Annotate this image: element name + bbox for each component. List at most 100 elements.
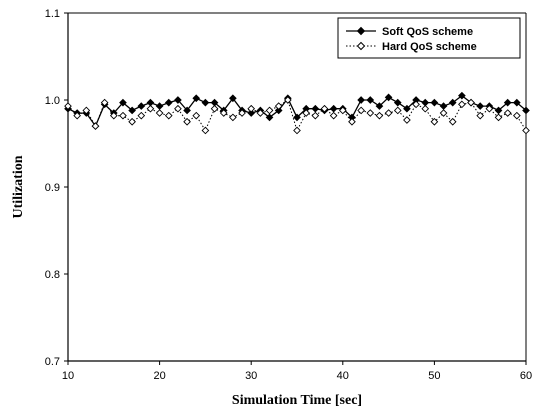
y-axis-ticks: 0.7 0.8 0.9 1.0 1.1: [45, 8, 68, 368]
data-point: [458, 100, 466, 109]
legend-label-soft: Soft QoS scheme: [382, 26, 473, 38]
legend-box: [337, 17, 521, 59]
data-point: [522, 126, 530, 135]
x-axis-title: Simulation Time [sec]: [232, 393, 362, 408]
y-tick-label: 0.8: [45, 269, 60, 281]
data-point: [476, 111, 485, 120]
data-point: [201, 126, 210, 135]
data-point: [412, 100, 420, 109]
data-point: [311, 104, 320, 113]
series-line: [67, 94, 527, 128]
data-point: [247, 109, 256, 117]
legend-label-hard: Hard QoS scheme: [382, 41, 477, 53]
data-point: [128, 106, 136, 115]
data-point: [458, 91, 466, 100]
data-point: [256, 109, 265, 117]
series-hard-qos: [64, 96, 530, 135]
data-point: [201, 98, 210, 107]
y-tick-label: 0.7: [45, 356, 60, 368]
x-tick-label: 20: [153, 370, 165, 382]
data-point: [384, 93, 393, 102]
data-point: [430, 117, 439, 126]
data-point: [430, 98, 439, 107]
data-point: [476, 102, 485, 110]
plot-frame: [67, 12, 527, 362]
data-point: [192, 111, 201, 120]
x-tick-label: 50: [428, 370, 440, 382]
x-tick-label: 40: [337, 370, 349, 382]
data-point: [146, 104, 155, 113]
data-point: [503, 98, 512, 107]
x-tick-label: 30: [245, 370, 257, 382]
data-point: [238, 109, 246, 117]
data-point: [265, 106, 274, 115]
data-point: [128, 117, 136, 126]
data-point: [448, 117, 457, 126]
series-soft-qos: [64, 91, 530, 130]
legend-marker-hard: [356, 41, 366, 51]
data-point: [467, 98, 475, 107]
data-point: [494, 113, 503, 122]
series-layer: [64, 91, 530, 135]
data-point: [357, 96, 365, 104]
data-point: [293, 113, 301, 122]
data-point: [183, 106, 191, 115]
data-point: [91, 122, 100, 130]
data-point: [137, 111, 146, 120]
data-point: [485, 104, 494, 113]
data-point: [329, 111, 338, 120]
data-point: [421, 104, 430, 113]
data-point: [119, 111, 127, 120]
data-point: [229, 94, 237, 103]
data-point: [311, 111, 320, 120]
data-point: [439, 109, 448, 117]
x-tick-label: 10: [62, 370, 74, 382]
data-point: [513, 111, 521, 120]
y-tick-label: 1.0: [45, 95, 60, 107]
data-point: [403, 116, 411, 124]
data-point: [375, 111, 384, 120]
data-point: [109, 111, 118, 120]
data-point: [164, 98, 173, 107]
data-point: [348, 117, 356, 126]
data-point: [357, 106, 365, 115]
data-point: [155, 102, 164, 110]
data-point: [274, 102, 283, 110]
data-point: [229, 113, 237, 122]
data-point: [338, 106, 347, 115]
data-point: [174, 104, 182, 113]
data-point: [183, 117, 191, 126]
series-line: [67, 99, 527, 132]
data-point: [375, 102, 384, 110]
data-point: [155, 109, 164, 117]
data-point: [219, 109, 228, 117]
data-point: [293, 126, 301, 135]
data-point: [439, 102, 448, 110]
legend: Soft QoS scheme Hard QoS scheme: [337, 17, 521, 59]
y-tick-label: 1.1: [45, 8, 60, 20]
data-point: [393, 106, 402, 115]
data-point: [448, 98, 457, 107]
data-point: [320, 104, 329, 113]
data-point: [403, 104, 411, 113]
data-point: [247, 104, 256, 113]
data-point: [284, 96, 292, 104]
data-point: [302, 109, 310, 117]
data-point: [64, 102, 72, 110]
x-tick-label: 60: [520, 370, 532, 382]
data-point: [82, 106, 91, 115]
y-tick-label: 0.9: [45, 182, 60, 194]
data-point: [192, 94, 201, 103]
data-point: [146, 98, 155, 107]
data-point: [119, 98, 127, 107]
y-axis-title: Utilization: [11, 155, 26, 218]
x-axis-ticks: 10 20 30 40 50 60: [62, 361, 532, 382]
legend-marker-soft: [356, 26, 366, 36]
data-point: [503, 109, 512, 117]
data-point: [329, 104, 338, 113]
data-point: [265, 113, 274, 122]
data-point: [174, 96, 182, 104]
data-point: [522, 106, 530, 115]
data-point: [421, 98, 430, 107]
